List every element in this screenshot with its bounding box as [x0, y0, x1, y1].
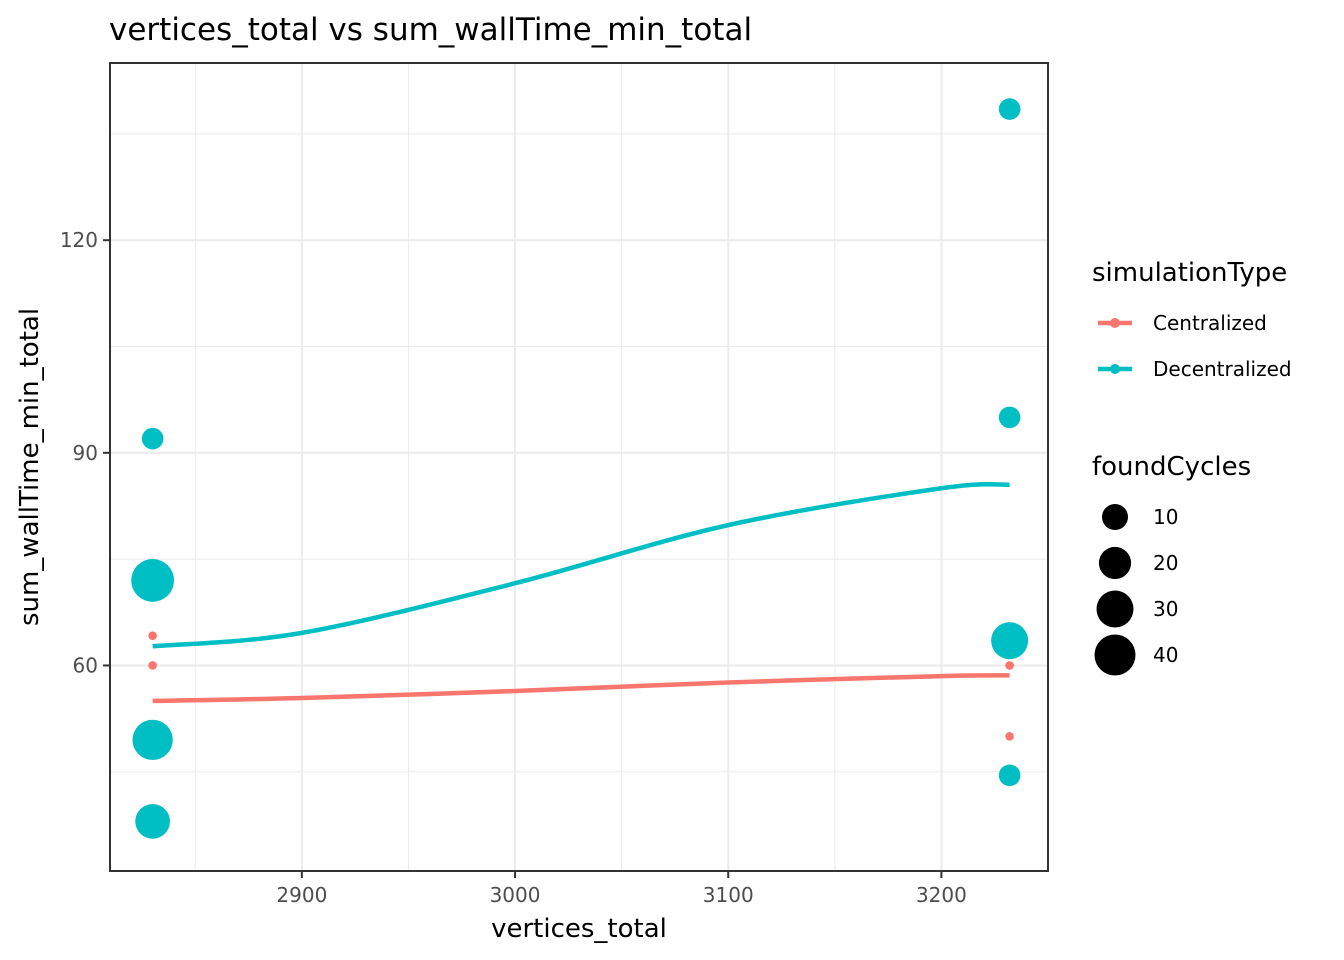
- trend-lines: [152, 481, 1010, 704]
- x-tick-label: 3100: [703, 883, 754, 907]
- point-decentralized: [991, 622, 1029, 660]
- point-centralized: [1005, 732, 1014, 741]
- x-axis-ticks: 2900 3000 3100 3200: [276, 871, 967, 907]
- y-axis-title: sum_wallTime_min_total: [15, 308, 45, 626]
- point-decentralized: [141, 427, 164, 450]
- x-axis-title: vertices_total: [491, 914, 667, 944]
- size-legend-key: [1102, 504, 1128, 530]
- data-points: [131, 98, 1029, 839]
- major-grid: [110, 63, 1048, 871]
- y-tick-label: 120: [60, 228, 98, 252]
- trend-line-centralized: [152, 673, 1010, 704]
- size-legend-label: 10: [1153, 505, 1178, 529]
- point-decentralized: [131, 558, 175, 602]
- x-tick-label: 3000: [490, 883, 541, 907]
- size-legend-title: foundCycles: [1092, 452, 1251, 482]
- trend-line-decentralized: [152, 481, 1010, 649]
- point-centralized: [1005, 661, 1014, 670]
- size-legend-key: [1094, 634, 1136, 676]
- size-legend-label: 40: [1153, 643, 1178, 667]
- legend-label: Centralized: [1153, 311, 1267, 335]
- point-centralized: [148, 631, 157, 640]
- legend-key-point: [1110, 364, 1120, 374]
- point-decentralized: [998, 406, 1021, 429]
- y-tick-label: 90: [73, 441, 98, 465]
- x-tick-label: 2900: [276, 883, 327, 907]
- size-legend: foundCycles 10 20 30 40: [1092, 452, 1251, 676]
- legend-key-point: [1110, 318, 1120, 328]
- size-legend-label: 20: [1153, 551, 1178, 575]
- legend-label: Decentralized: [1153, 357, 1292, 381]
- plot-border: [109, 62, 1049, 872]
- plot-panel: [110, 63, 1048, 871]
- chart-title: vertices_total vs sum_wallTime_min_total: [109, 12, 752, 48]
- point-decentralized: [998, 764, 1021, 787]
- size-legend-key: [1098, 546, 1132, 580]
- y-axis-ticks: 60 90 120: [60, 228, 110, 677]
- point-decentralized: [135, 804, 170, 839]
- point-centralized: [148, 661, 157, 670]
- color-legend-title: simulationType: [1092, 258, 1287, 288]
- y-tick-label: 60: [73, 653, 98, 677]
- size-legend-key: [1096, 590, 1134, 628]
- size-legend-label: 30: [1153, 597, 1178, 621]
- x-tick-label: 3200: [916, 883, 967, 907]
- point-decentralized: [132, 719, 173, 760]
- color-legend: simulationType Centralized Decentralized: [1092, 258, 1292, 381]
- point-decentralized: [998, 98, 1021, 120]
